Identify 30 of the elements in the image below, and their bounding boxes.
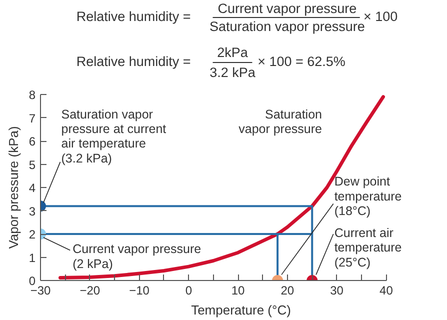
x-axis-title: Temperature (°C) [191, 302, 291, 318]
annotation: Dew point temperature (18°C) [334, 174, 402, 218]
y-tick-label: 5 [28, 158, 36, 172]
y-tick-label: 6 [28, 134, 36, 148]
x-tick-label: 20 [280, 284, 294, 298]
text: 3.2 kPa [210, 65, 256, 80]
text: × 100 [363, 9, 398, 24]
y-axis-title: Vapor pressure (kPa) [6, 126, 21, 249]
text: Saturation vapor pressure [210, 19, 365, 34]
x-tick-label: 10 [231, 284, 246, 298]
annotation: Current vapor pressure (2 kPa) [72, 242, 202, 271]
y-tick-label: 7 [28, 111, 36, 126]
text: Relative humidity = [76, 54, 191, 69]
annotation: Saturation vapor pressure [238, 107, 322, 136]
annotation: Current air temperature (25°C) [334, 226, 402, 270]
x-tick-label: −10 [129, 284, 150, 298]
text: 2kPa [217, 45, 248, 60]
y-tick-label: 8 [28, 88, 36, 102]
x-tick-label: 30 [330, 284, 344, 298]
y-tick-label: 3 [28, 204, 36, 218]
text: Relative humidity = [76, 9, 191, 24]
text: × 100 = 62.5% [258, 54, 346, 69]
x-tick-label: 0 [185, 284, 192, 298]
annotation: Saturation vapor pressure at current air temperature (3.2 kPa) [61, 107, 167, 166]
x-tick-label: −20 [80, 284, 100, 298]
y-tick-label: 2 [28, 228, 36, 242]
y-tick-label: 1 [28, 250, 36, 265]
text: Current vapor pressure [218, 1, 357, 16]
x-tick-label: 40 [380, 284, 394, 298]
y-tick-label: 4 [28, 181, 36, 195]
